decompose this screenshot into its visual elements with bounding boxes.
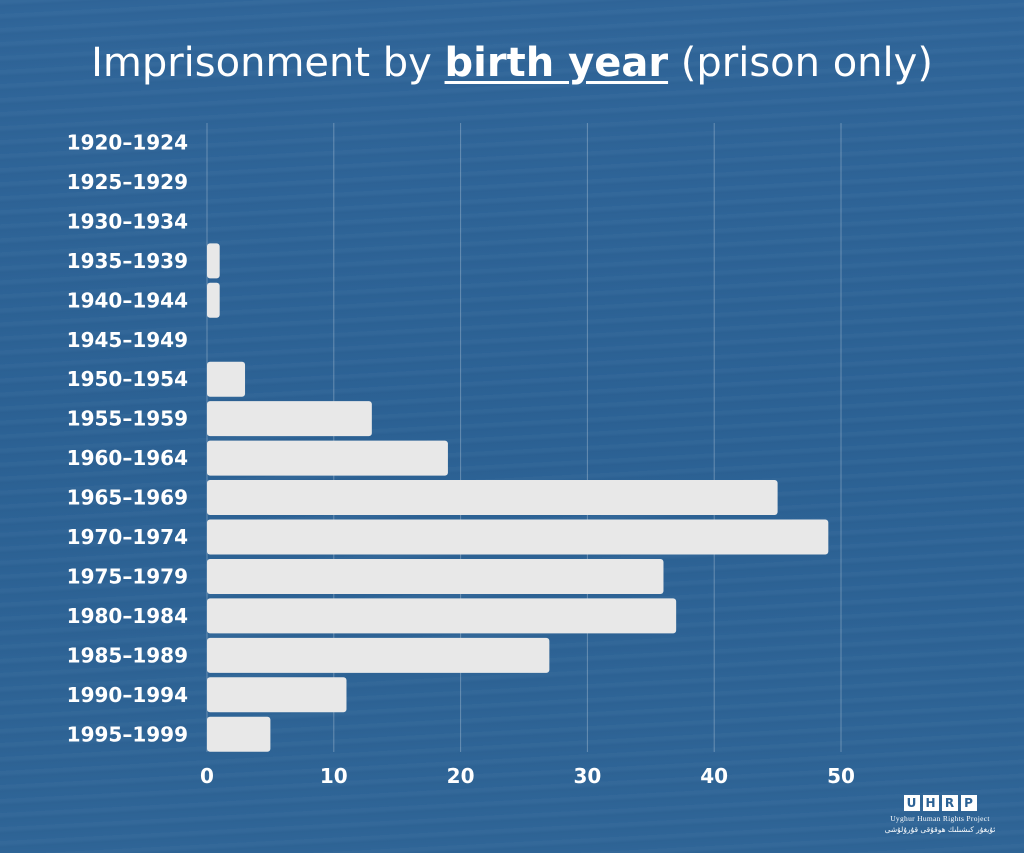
category-label: 1960–1964 — [67, 446, 188, 470]
logo-letter: H — [922, 795, 939, 811]
x-tick-label: 30 — [573, 764, 601, 788]
category-label: 1965–1969 — [67, 486, 188, 510]
logo-name-uyghur: ئۇيغۇر كىشىلىك ھوقۇقى قۇرۇلۇشى — [884, 825, 996, 834]
logo-letters: U H R P — [872, 795, 1008, 811]
category-label: 1980–1984 — [67, 604, 188, 628]
logo-name: Uyghur Human Rights Project — [890, 814, 990, 823]
bar — [207, 361, 246, 397]
bar — [207, 598, 677, 634]
category-label: 1990–1994 — [67, 683, 188, 707]
category-label: 1930–1934 — [67, 209, 188, 233]
title-suffix: (prison only) — [668, 40, 933, 86]
category-label: 1940–1944 — [67, 288, 188, 312]
category-label: 1945–1949 — [67, 328, 188, 352]
logo-letter: R — [941, 795, 958, 811]
category-label: 1925–1929 — [67, 170, 188, 194]
x-tick-label: 50 — [827, 764, 855, 788]
logo-letter: U — [903, 795, 920, 811]
category-label: 1985–1989 — [67, 643, 188, 667]
category-label: 1950–1954 — [67, 367, 188, 391]
category-labels: 1920–1924 1925–1929 1930–1934 1935–1939 1940… — [67, 131, 188, 747]
category-label: 1920–1924 — [67, 131, 188, 155]
x-tick-label: 0 — [200, 764, 214, 788]
category-label: 1970–1974 — [67, 525, 188, 549]
x-tick-label: 10 — [320, 764, 348, 788]
bar — [207, 716, 271, 752]
x-tick-label: 40 — [700, 764, 728, 788]
bar — [207, 637, 550, 673]
logo-letter: P — [960, 795, 977, 811]
bar — [207, 243, 220, 279]
bar — [207, 519, 829, 555]
bar — [207, 677, 347, 713]
category-label: 1955–1959 — [67, 407, 188, 431]
uhrp-logo: U H R P Uyghur Human Rights Project ئۇيغ… — [872, 795, 1008, 834]
category-label: 1935–1939 — [67, 249, 188, 273]
title-emphasis: birth year — [444, 40, 669, 86]
category-label: 1995–1999 — [67, 722, 188, 746]
bars — [207, 243, 829, 752]
bar — [207, 558, 664, 594]
chart-title: Imprisonment by birth year (prison only) — [0, 40, 1024, 86]
bar — [207, 440, 448, 476]
bar — [207, 401, 372, 437]
title-prefix: Imprisonment by — [91, 40, 445, 86]
category-label: 1975–1979 — [67, 564, 188, 588]
x-tick-labels: 0 10 20 30 40 50 — [200, 764, 855, 788]
bar — [207, 480, 778, 516]
x-tick-label: 20 — [447, 764, 475, 788]
bar — [207, 282, 220, 318]
